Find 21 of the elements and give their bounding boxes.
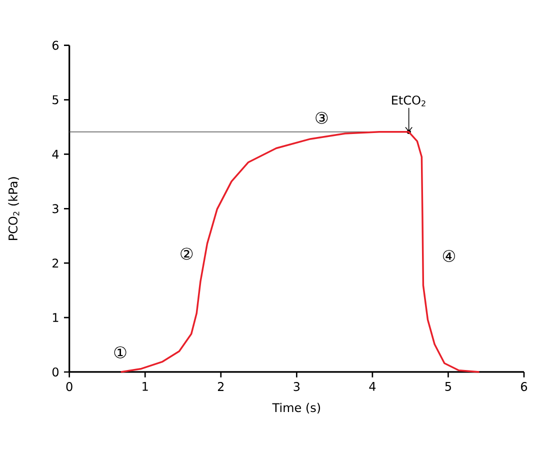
x-tick-label: 1 bbox=[142, 382, 148, 391]
annotation: ④ bbox=[443, 250, 455, 262]
x-tick-label: 4 bbox=[369, 382, 376, 391]
x-tick-label: 2 bbox=[218, 382, 224, 391]
annotation: ① bbox=[114, 346, 126, 358]
annotation: ③ bbox=[316, 112, 328, 124]
y-tick-label: 4 bbox=[52, 150, 59, 159]
x-axis-title: Time (s) bbox=[272, 402, 320, 414]
y-tick-label: 0 bbox=[52, 367, 58, 377]
y-tick-label: 1 bbox=[52, 313, 58, 322]
ref-line-label: EtCO$_{2}$ bbox=[392, 96, 426, 106]
x-tick-label: 3 bbox=[294, 382, 300, 392]
x-tick-label: 6 bbox=[521, 382, 528, 392]
y-axis-title: PCO$_{2}$ (kPa) bbox=[8, 177, 20, 240]
y-tick-label: 5 bbox=[52, 95, 58, 104]
annotation: ② bbox=[180, 248, 193, 260]
y-tick-label: 6 bbox=[52, 40, 59, 50]
x-tick-label: 5 bbox=[445, 382, 451, 391]
x-tick-label: 0 bbox=[66, 382, 72, 392]
y-tick-label: 2 bbox=[52, 258, 58, 268]
y-tick-label: 3 bbox=[52, 204, 58, 214]
